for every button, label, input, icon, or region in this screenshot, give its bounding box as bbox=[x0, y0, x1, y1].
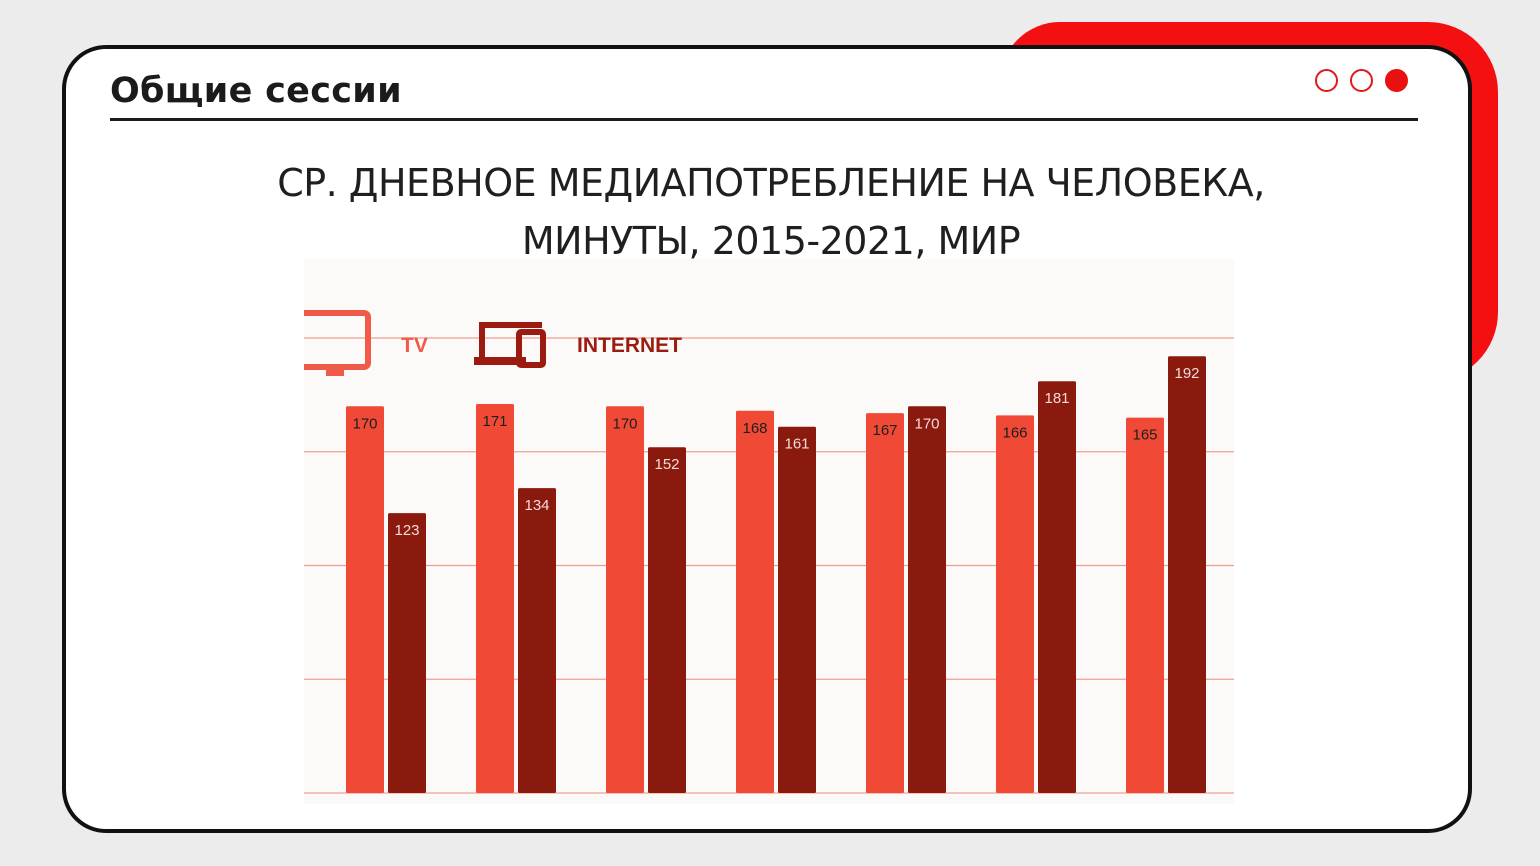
bar-internet-2017 bbox=[648, 447, 686, 793]
pager-dot-active[interactable] bbox=[1385, 69, 1408, 92]
bar-value-label: 165 bbox=[1132, 427, 1157, 444]
tv-icon bbox=[304, 310, 371, 376]
bar-tv-2020 bbox=[996, 415, 1034, 793]
bar-tv-2021 bbox=[1126, 417, 1164, 793]
bar-value-label: 123 bbox=[394, 522, 419, 539]
legend: TV INTERNET bbox=[304, 310, 682, 376]
bar-internet-2015 bbox=[388, 513, 426, 793]
bar-tv-2019 bbox=[866, 413, 904, 793]
pager-dot[interactable] bbox=[1315, 69, 1338, 92]
bar-tv-2016 bbox=[476, 403, 514, 793]
bar-value-label: 168 bbox=[742, 420, 767, 437]
pager-dot[interactable] bbox=[1350, 69, 1373, 92]
bar-internet-2018 bbox=[778, 426, 816, 793]
bar-value-label: 170 bbox=[352, 415, 377, 432]
chart-title-line-2: МИНУТЫ, 2015-2021, МИР bbox=[521, 219, 1021, 263]
devices-icon bbox=[474, 322, 546, 368]
legend-internet-label: INTERNET bbox=[577, 334, 682, 357]
bar-value-label: 171 bbox=[482, 413, 507, 430]
bar-chart: TV INTERNET 170 123 2015 171 134 2016 170 152 20… bbox=[304, 259, 1234, 804]
bar-value-label: 166 bbox=[1002, 424, 1027, 441]
bar-internet-2020 bbox=[1038, 381, 1076, 793]
x-tick-label: 2018 bbox=[759, 802, 792, 804]
bar-value-label: 192 bbox=[1174, 365, 1199, 382]
x-tick-label: 2016 bbox=[499, 802, 532, 804]
x-tick-label: 2019 bbox=[889, 802, 922, 804]
bars: 170 123 2015 171 134 2016 170 152 2017 168 161 2018… bbox=[346, 356, 1206, 804]
x-tick-label: 2015 bbox=[369, 802, 402, 804]
bar-value-label: 167 bbox=[872, 422, 897, 439]
bar-value-label: 170 bbox=[914, 415, 939, 432]
bar-value-label: 170 bbox=[612, 415, 637, 432]
chart-title-line-1: СР. ДНЕВНОЕ МЕДИАПОТРЕБЛЕНИЕ НА ЧЕЛОВЕКА… bbox=[277, 161, 1265, 205]
bar-tv-2018 bbox=[736, 410, 774, 793]
bar-internet-2021 bbox=[1168, 356, 1206, 793]
bar-value-label: 134 bbox=[524, 497, 549, 514]
bar-value-label: 161 bbox=[784, 436, 809, 453]
bar-value-label: 152 bbox=[654, 456, 679, 473]
bar-internet-2019 bbox=[908, 406, 946, 793]
x-tick-label: 2017 bbox=[629, 802, 662, 804]
page-title: Общие сессии bbox=[110, 71, 402, 111]
bar-internet-2016 bbox=[518, 488, 556, 793]
bar-tv-2017 bbox=[606, 406, 644, 793]
slide-pager bbox=[1315, 69, 1408, 92]
header-divider bbox=[110, 118, 1418, 121]
x-tick-label: 2020 bbox=[1019, 802, 1052, 804]
x-tick-label: 2021 bbox=[1149, 802, 1182, 804]
legend-tv-label: TV bbox=[401, 334, 428, 357]
content-card: Общие сессии СР. ДНЕВНОЕ МЕДИАПОТРЕБЛЕНИ… bbox=[62, 45, 1472, 833]
bar-tv-2015 bbox=[346, 406, 384, 793]
bar-value-label: 181 bbox=[1044, 390, 1069, 407]
